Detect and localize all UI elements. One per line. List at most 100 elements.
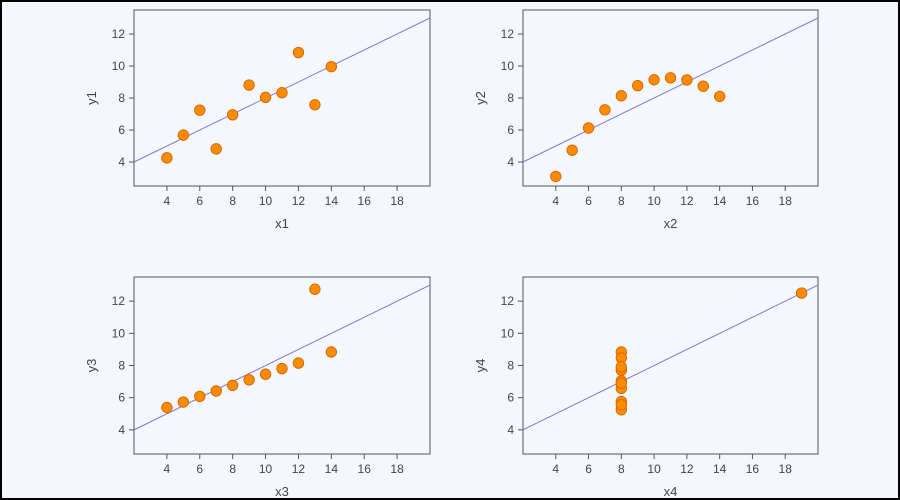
data-point xyxy=(194,104,206,116)
x-tick-label: 18 xyxy=(779,194,793,208)
y-tick-label: 6 xyxy=(118,123,125,137)
x-tick-label: 12 xyxy=(680,462,694,476)
x-axis-title: x4 xyxy=(664,484,678,498)
y-tick-label: 10 xyxy=(501,59,515,73)
data-point xyxy=(243,79,255,91)
x-tick-label: 16 xyxy=(746,462,760,476)
data-point xyxy=(194,390,206,403)
data-point xyxy=(210,143,222,155)
data-point xyxy=(210,385,222,397)
x-tick-label: 10 xyxy=(259,194,273,208)
x-tick-label: 6 xyxy=(585,194,592,208)
data-point xyxy=(226,379,239,391)
data-point xyxy=(292,46,305,59)
x-tick-label: 14 xyxy=(325,462,339,476)
data-point xyxy=(177,129,190,141)
data-point xyxy=(325,346,338,358)
data-point xyxy=(161,152,173,164)
x-tick-label: 8 xyxy=(229,462,236,476)
y-tick-label: 8 xyxy=(507,91,514,105)
x-axis-title: x3 xyxy=(275,484,289,498)
data-point xyxy=(615,361,628,373)
x-tick-label: 6 xyxy=(196,194,203,208)
data-point xyxy=(713,90,726,103)
x-axis-title: x1 xyxy=(275,216,289,231)
regression-line xyxy=(522,17,819,163)
data-point xyxy=(243,374,255,386)
data-point xyxy=(615,399,628,411)
data-point xyxy=(582,122,595,134)
data-point xyxy=(550,170,562,183)
x-tick-label: 4 xyxy=(552,194,559,208)
data-point xyxy=(161,401,173,414)
y-tick-label: 4 xyxy=(118,423,125,437)
x-tick-label: 4 xyxy=(164,194,171,208)
y-tick-label: 12 xyxy=(501,27,515,41)
x-tick-label: 12 xyxy=(292,194,306,208)
x-tick-label: 14 xyxy=(713,194,727,208)
y-tick-label: 10 xyxy=(112,326,126,340)
y-axis-title: y1 xyxy=(84,91,99,105)
x-tick-label: 16 xyxy=(358,462,372,476)
y-tick-label: 10 xyxy=(501,326,515,340)
y-tick-label: 6 xyxy=(507,123,514,137)
plot-area xyxy=(522,276,819,455)
data-point xyxy=(309,283,321,295)
data-point xyxy=(681,74,693,86)
plot-area xyxy=(522,9,819,187)
data-point xyxy=(226,109,239,121)
data-point xyxy=(795,287,808,299)
data-point xyxy=(309,99,321,111)
y-axis-title: y2 xyxy=(473,91,488,105)
x-tick-label: 16 xyxy=(358,194,372,208)
y-tick-label: 12 xyxy=(112,27,126,41)
y-tick-label: 6 xyxy=(118,391,125,405)
x-tick-label: 18 xyxy=(390,194,404,208)
data-point xyxy=(648,74,660,86)
data-point xyxy=(615,90,628,102)
x-tick-label: 18 xyxy=(390,462,404,476)
data-point xyxy=(632,79,644,92)
data-point xyxy=(566,144,578,156)
x-axis-title: x2 xyxy=(664,216,678,231)
y-tick-label: 4 xyxy=(118,155,125,169)
x-tick-label: 14 xyxy=(713,462,727,476)
y-tick-label: 8 xyxy=(507,359,514,373)
data-point xyxy=(259,368,272,380)
x-tick-label: 6 xyxy=(196,462,203,476)
y-tick-label: 6 xyxy=(507,391,514,405)
data-point xyxy=(664,72,677,84)
data-point xyxy=(276,362,288,375)
x-tick-label: 8 xyxy=(229,194,236,208)
x-tick-label: 8 xyxy=(618,194,625,208)
regression-line xyxy=(522,284,819,431)
y-tick-label: 8 xyxy=(118,91,125,105)
y-tick-label: 4 xyxy=(507,423,514,437)
x-tick-label: 10 xyxy=(647,462,661,476)
y-axis-title: y4 xyxy=(473,359,488,373)
x-tick-label: 6 xyxy=(585,462,592,476)
data-point xyxy=(325,60,338,73)
x-tick-label: 18 xyxy=(779,462,793,476)
x-tick-label: 4 xyxy=(164,462,171,476)
y-axis-title: y3 xyxy=(84,359,99,373)
y-tick-label: 12 xyxy=(112,294,126,308)
data-point xyxy=(259,91,272,104)
y-tick-label: 12 xyxy=(501,294,515,308)
data-point xyxy=(177,396,190,408)
y-tick-label: 4 xyxy=(507,155,514,169)
x-tick-label: 16 xyxy=(746,194,760,208)
data-point xyxy=(615,377,628,390)
x-tick-label: 12 xyxy=(292,462,306,476)
x-tick-label: 12 xyxy=(680,194,694,208)
data-point xyxy=(599,104,611,116)
x-tick-label: 10 xyxy=(259,462,273,476)
data-point xyxy=(292,357,305,369)
x-tick-label: 14 xyxy=(325,194,339,208)
y-tick-label: 10 xyxy=(112,59,126,73)
